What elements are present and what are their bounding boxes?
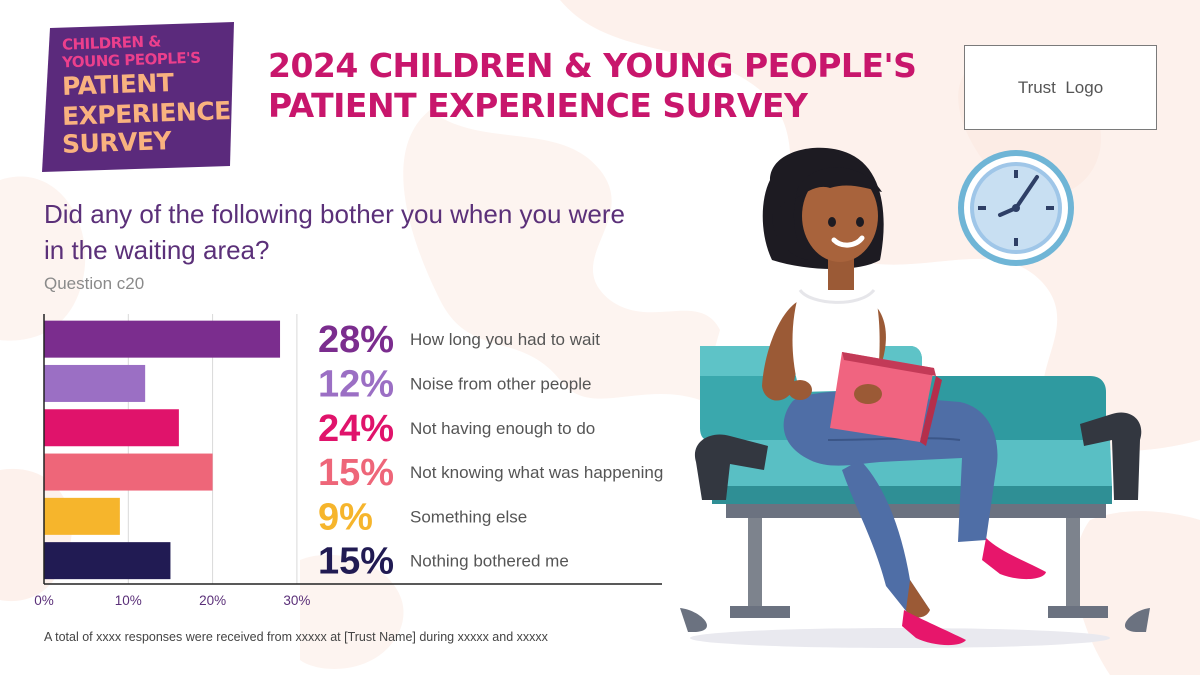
question-number: Question c20 — [44, 274, 145, 293]
tick-label: 20% — [199, 593, 226, 608]
badge-line-3: PATIENT — [61, 68, 174, 101]
girl-on-waiting-bench-illustration — [680, 147, 1150, 648]
bar — [44, 497, 120, 535]
bar-chart: 28% How long you had to wait 12% Noise from… — [34, 314, 663, 608]
bar — [44, 453, 213, 491]
data-label: 9% — [318, 496, 373, 538]
title-line-2: PATIENT EXPERIENCE SURVEY — [268, 86, 808, 125]
category-label: Nothing bothered me — [410, 552, 569, 571]
book-icon — [830, 352, 942, 446]
page-title: 2024 CHILDREN & YOUNG PEOPLE'S PATIENT E… — [268, 46, 917, 126]
category-label: Not knowing what was happening — [410, 463, 663, 482]
footnote: A total of xxxx responses were received … — [44, 630, 548, 644]
trust-logo-placeholder: Trust Logo — [964, 45, 1157, 130]
tick-label: 0% — [34, 593, 54, 608]
tick-label: 10% — [115, 593, 142, 608]
category-label: Something else — [410, 507, 527, 526]
category-label: Noise from other people — [410, 374, 591, 393]
data-label: 24% — [318, 408, 394, 450]
data-label: 15% — [318, 452, 394, 494]
tick-label: 30% — [283, 593, 310, 608]
question-text: Did any of the following bother you when… — [44, 199, 626, 265]
badge-line-4: EXPERIENCE — [61, 96, 232, 131]
bar — [44, 364, 146, 402]
data-label: 15% — [318, 541, 394, 583]
bar — [44, 542, 171, 580]
floor-shadow — [690, 628, 1110, 648]
clock-icon — [958, 150, 1074, 266]
data-label: 12% — [318, 363, 394, 405]
survey-badge-logo: CHILDREN & YOUNG PEOPLE'S PATIENT EXPERI… — [40, 22, 236, 172]
bar — [44, 409, 179, 447]
category-label: How long you had to wait — [410, 330, 600, 349]
category-label: Not having enough to do — [410, 419, 595, 438]
title-line-1: 2024 CHILDREN & YOUNG PEOPLE'S — [268, 46, 917, 85]
badge-line-5: SURVEY — [61, 126, 172, 159]
girl-figure — [762, 147, 1046, 646]
bar — [44, 320, 281, 358]
data-label: 28% — [318, 319, 394, 361]
